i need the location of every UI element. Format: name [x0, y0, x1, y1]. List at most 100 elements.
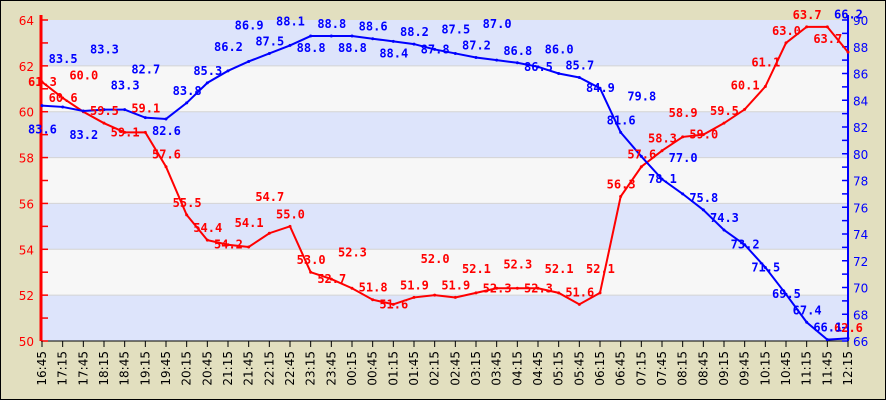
data-label-right: 82.7 [131, 63, 160, 77]
right-tick-label: 86 [853, 68, 868, 82]
data-point-left [433, 293, 437, 297]
data-label-left: 54.1 [235, 216, 264, 230]
data-point-left [40, 80, 44, 84]
data-label-right: 88.8 [338, 41, 367, 55]
grid-band [42, 249, 848, 296]
data-point-left [660, 149, 664, 153]
x-tick-label: 10:15 [758, 351, 772, 386]
data-point-right [143, 116, 147, 120]
x-tick-label: 05:45 [572, 351, 586, 386]
data-label-right: 83.3 [111, 79, 140, 93]
data-label-right: 79.8 [627, 89, 656, 103]
data-point-left [123, 130, 127, 134]
data-point-left [577, 302, 581, 306]
x-tick-label: 09:45 [738, 351, 752, 386]
data-label-left: 59.1 [131, 101, 160, 115]
data-label-left: 52.0 [421, 252, 450, 266]
data-label-left: 51.6 [379, 297, 408, 311]
data-label-right: 87.8 [421, 42, 450, 56]
x-tick-label: 19:15 [138, 351, 152, 386]
data-point-left [288, 224, 292, 228]
data-point-right [433, 47, 437, 51]
data-label-left: 56.3 [607, 178, 636, 192]
data-label-right: 85.7 [565, 59, 594, 73]
x-tick-label: 20:15 [180, 351, 194, 386]
left-tick-label: 60 [19, 106, 34, 120]
x-tick-label: 22:45 [283, 351, 297, 386]
x-tick-label: 04:45 [531, 351, 545, 386]
data-point-right [267, 51, 271, 55]
data-label-right: 85.3 [193, 64, 222, 78]
x-tick-label: 20:45 [200, 351, 214, 386]
left-tick-label: 56 [19, 197, 34, 211]
left-tick-label: 58 [19, 152, 34, 166]
data-point-left [350, 286, 354, 290]
data-label-left: 51.8 [359, 281, 388, 295]
x-tick-label: 18:15 [97, 351, 111, 386]
data-label-left: 55.5 [173, 196, 202, 210]
data-point-right [701, 208, 705, 212]
data-label-left: 60.0 [69, 69, 98, 83]
data-label-left: 59.1 [111, 125, 140, 139]
data-point-right [619, 130, 623, 134]
data-label-left: 53.0 [297, 253, 326, 267]
data-point-right [557, 72, 561, 75]
left-tick-label: 64 [19, 14, 34, 28]
data-point-left [61, 96, 65, 100]
data-label-left: 60.6 [49, 91, 78, 105]
data-label-right: 77.0 [669, 151, 698, 165]
data-label-left: 52.3 [483, 281, 512, 295]
x-tick-label: 21:15 [221, 351, 235, 386]
data-label-left: 63.0 [772, 24, 801, 38]
data-label-right: 66.2 [834, 7, 863, 21]
x-tick-label: 11:15 [800, 351, 814, 386]
data-point-left [598, 291, 602, 295]
x-tick-label: 18:45 [118, 351, 132, 386]
x-tick-label: 21:45 [242, 351, 256, 386]
data-label-left: 60.1 [731, 78, 760, 92]
data-point-right [453, 51, 457, 55]
data-label-right: 88.1 [276, 14, 305, 28]
data-label-right: 88.2 [400, 25, 429, 39]
data-label-right: 75.8 [689, 191, 718, 205]
right-tick-label: 76 [853, 201, 868, 215]
left-tick-label: 54 [19, 243, 34, 257]
data-point-right [350, 34, 354, 38]
data-point-right [763, 265, 767, 269]
data-label-right: 83.3 [90, 43, 119, 57]
right-tick-label: 72 [853, 255, 868, 269]
data-label-right: 87.5 [441, 22, 470, 36]
data-point-right [825, 338, 829, 342]
data-point-right [391, 39, 395, 43]
data-label-right: 83.5 [49, 52, 78, 66]
data-point-left [805, 25, 809, 29]
data-label-left: 57.6 [627, 148, 656, 162]
data-label-left: 61.1 [751, 55, 780, 69]
data-point-right [412, 42, 416, 46]
data-label-right: 87.2 [462, 38, 491, 52]
x-tick-label: 01:15 [386, 351, 400, 386]
data-point-right [805, 320, 809, 324]
data-point-right [536, 65, 540, 69]
data-point-right [185, 101, 189, 105]
data-point-left [185, 213, 189, 217]
x-tick-label: 06:45 [614, 351, 628, 386]
data-label-right: 87.5 [255, 34, 284, 48]
data-label-right: 87.0 [483, 17, 512, 31]
data-point-right [495, 58, 499, 62]
data-label-left: 57.6 [152, 148, 181, 162]
data-point-left [309, 270, 313, 274]
data-label-left: 63.7 [813, 32, 842, 46]
data-point-left [371, 298, 375, 302]
right-tick-label: 88 [853, 41, 868, 55]
right-tick-label: 74 [853, 228, 868, 242]
x-tick-label: 01:45 [407, 351, 421, 386]
data-label-right: 86.0 [545, 43, 574, 57]
series-line-left [41, 25, 849, 306]
data-point-left [226, 243, 230, 247]
data-label-left: 52.3 [524, 281, 553, 295]
left-tick-label: 62 [19, 60, 34, 74]
data-point-left [474, 291, 478, 295]
data-label-right: 86.8 [503, 44, 532, 58]
